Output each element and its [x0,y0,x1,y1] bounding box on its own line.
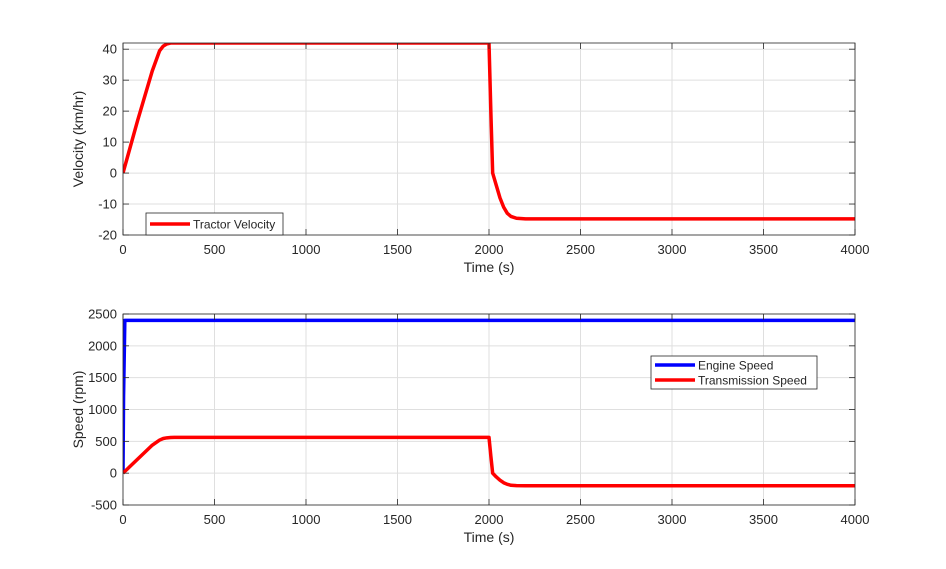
y-tick-label: 30 [103,73,117,88]
x-tick-label: 0 [119,242,126,257]
x-tick-label: 4000 [841,242,870,257]
series-line-tractor-velocity [123,43,855,221]
x-tick-label: 500 [204,242,226,257]
y-tick-label: -20 [98,228,117,243]
legend-label: Transmission Speed [698,374,807,388]
x-tick-label: 2500 [566,512,595,527]
series-line-transmission-speed [123,435,855,488]
x-axis-label: Time (s) [464,529,515,545]
y-tick-label: 10 [103,135,117,150]
y-tick-label: 2000 [88,338,117,353]
x-tick-label: 500 [204,512,226,527]
y-tick-label: 1000 [88,402,117,417]
y-tick-label: -10 [98,197,117,212]
x-axis-label: Time (s) [464,259,515,275]
y-tick-label: 1500 [88,370,117,385]
x-tick-label: 1000 [292,512,321,527]
x-tick-label: 1500 [383,242,412,257]
x-tick-label: 3000 [658,512,687,527]
x-tick-label: 1500 [383,512,412,527]
x-tick-label: 1000 [292,242,321,257]
chart-1: 0 500 1000 1500 2000 2500 3000 3500 4000 -20 -10 0 1… [70,42,869,275]
legend-box [650,355,818,390]
x-tick-label: 3000 [658,242,687,257]
y-axis-label: Speed (rpm) [70,371,86,449]
x-tick-label: 3500 [749,242,778,257]
x-tick-label: 3500 [749,512,778,527]
y-tick-label: 0 [110,166,117,181]
chart-2: 0 500 1000 1500 2000 2500 3000 3500 4000-5000500… [70,307,869,546]
x-tick-label: 2500 [566,242,595,257]
legend-label: Engine Speed [698,359,773,373]
legend-label: Tractor Velocity [193,218,275,232]
x-tick-label: 2000 [475,512,504,527]
y-axis-label: Velocity (km/hr) [70,91,86,187]
y-tick-label: 0 [110,466,117,481]
y-tick-label: 20 [103,104,117,119]
legend-box [145,212,284,236]
y-tick-label: 500 [95,434,117,449]
y-tick-label: 40 [103,42,117,57]
series-group [123,43,855,221]
legend: Tractor Velocity [145,212,284,236]
y-tick-label: 2500 [88,307,117,322]
x-tick-label: 4000 [841,512,870,527]
x-tick-label: 0 [119,512,126,527]
x-tick-label: 2000 [475,242,504,257]
y-tick-label: -500 [91,498,117,513]
